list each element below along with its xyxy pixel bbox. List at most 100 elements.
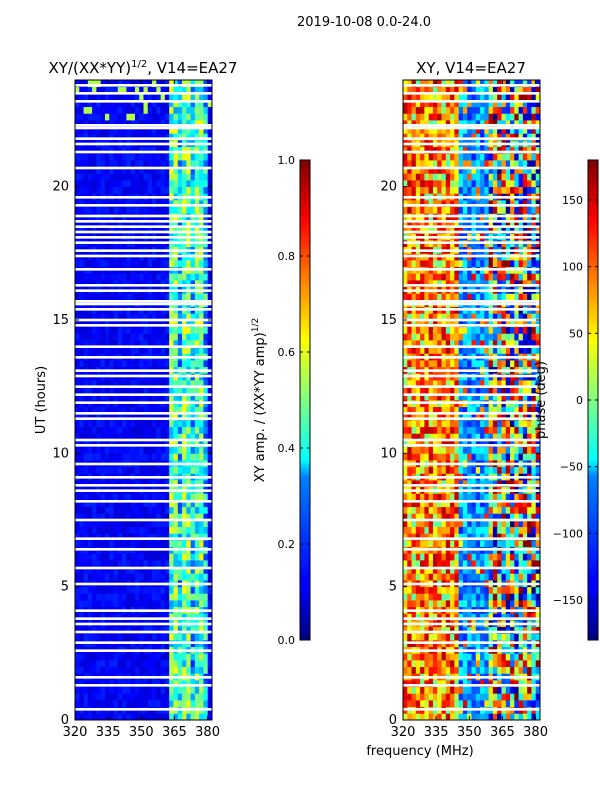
right-heatmap-cell	[415, 600, 421, 608]
right-heatmap-cell	[415, 446, 421, 454]
left-heatmap-cell	[177, 106, 183, 114]
left-heatmap-cell	[207, 533, 212, 541]
right-heatmap-cell	[445, 86, 451, 94]
right-heatmap-cell	[403, 573, 408, 581]
left-heatmap-cell	[134, 566, 140, 574]
left-heatmap-cell	[152, 146, 157, 154]
right-heatmap-cell	[424, 500, 430, 508]
left-heatmap-cell	[156, 320, 162, 328]
right-heatmap-cell	[403, 293, 408, 301]
left-heatmap-cell	[190, 360, 196, 368]
left-heatmap-cell	[190, 380, 196, 388]
left-heatmap-cell	[100, 186, 106, 194]
left-y-tick-label: 0	[61, 713, 69, 728]
left-heatmap-cell	[100, 146, 106, 154]
right-heatmap-cell	[407, 500, 412, 508]
left-heatmap-cell	[122, 206, 127, 214]
right-heatmap-cell	[480, 586, 485, 594]
left-heatmap-cell	[147, 200, 153, 208]
left-heatmap-cell	[104, 440, 110, 448]
right-heatmap-cell	[420, 126, 425, 134]
right-heatmap-cell	[403, 566, 408, 574]
right-heatmap-cell	[428, 626, 434, 634]
right-heatmap-cell	[441, 446, 447, 454]
left-heatmap-cell	[113, 160, 119, 168]
left-heatmap-cell	[83, 586, 89, 594]
left-heatmap-cell	[199, 513, 204, 521]
left-heatmap-cell	[92, 626, 97, 634]
left-heatmap-cell	[92, 186, 97, 194]
right-heatmap-cell	[432, 680, 438, 688]
left-heatmap-cell	[164, 566, 170, 574]
left-heatmap-cell	[190, 100, 196, 108]
left-heatmap-cell	[177, 573, 183, 581]
left-heatmap	[75, 80, 212, 720]
left-heatmap-cell	[104, 686, 110, 694]
left-heatmap-cell	[199, 186, 204, 194]
left-heatmap-cell	[100, 386, 106, 394]
left-heatmap-cell	[75, 633, 80, 641]
left-heatmap-cell	[160, 313, 166, 321]
left-heatmap-cell	[203, 513, 209, 521]
right-heatmap-cell	[480, 666, 485, 674]
left-heatmap-cell	[143, 453, 149, 461]
right-heatmap-cell	[454, 520, 460, 528]
left-heatmap-cell	[104, 166, 110, 174]
right-heatmap-cell	[420, 180, 425, 188]
right-heatmap-cell	[467, 520, 472, 528]
left-heatmap-cell	[152, 260, 157, 268]
left-heatmap-cell	[169, 206, 174, 214]
left-heatmap-cell	[164, 333, 170, 341]
left-heatmap-cell	[147, 433, 153, 441]
right-heatmap-cell	[415, 386, 421, 394]
left-heatmap-cell	[117, 573, 123, 581]
right-heatmap-cell	[415, 393, 421, 401]
left-heatmap-cell	[109, 513, 114, 521]
left-heatmap-cell	[203, 540, 209, 548]
right-heatmap-cell	[432, 380, 438, 388]
left-heatmap-cell	[152, 360, 157, 368]
right-heatmap-cell	[432, 713, 438, 720]
left-heatmap-cell	[130, 520, 136, 528]
right-heatmap-cell	[450, 700, 455, 708]
left-heatmap-cell	[109, 593, 114, 601]
left-heatmap-cell	[186, 380, 191, 388]
left-heatmap-cell	[117, 380, 123, 388]
left-heatmap-cell	[87, 226, 93, 234]
left-heatmap-cell	[182, 273, 187, 281]
right-heatmap-cell	[437, 153, 442, 161]
right-heatmap-cell	[450, 660, 455, 668]
left-heatmap-cell	[130, 80, 136, 88]
right-heatmap-cell	[428, 180, 434, 188]
left-heatmap-cell	[139, 393, 144, 401]
right-heatmap-cell	[450, 386, 455, 394]
left-heatmap-cell	[177, 280, 183, 288]
left-heatmap-cell	[169, 333, 174, 341]
right-heatmap-cell	[441, 346, 447, 354]
right-heatmap-cell	[428, 660, 434, 668]
left-heatmap-cell	[117, 540, 123, 548]
right-heatmap-cell	[471, 280, 477, 288]
right-heatmap-cell	[462, 613, 468, 621]
left-heatmap-cell	[126, 360, 132, 368]
left-heatmap-cell	[83, 220, 89, 228]
left-heatmap-cell	[134, 160, 140, 168]
left-heatmap-cell	[177, 226, 183, 234]
left-flagged-gap	[75, 126, 212, 130]
right-heatmap-cell	[411, 653, 417, 661]
right-heatmap-cell	[475, 146, 481, 154]
left-heatmap-cell	[182, 100, 187, 108]
left-heatmap-cell	[122, 566, 127, 574]
left-heatmap-cell	[177, 426, 183, 434]
left-heatmap-cell	[152, 160, 157, 168]
left-heatmap-cell	[156, 653, 162, 661]
left-heatmap-cell	[156, 113, 162, 121]
right-heatmap-cell	[407, 466, 412, 474]
right-heatmap-cell	[420, 220, 425, 228]
left-heatmap-cell	[194, 453, 200, 461]
left-colorbar-tick-label: 0.4	[278, 442, 296, 455]
left-heatmap-cell	[104, 380, 110, 388]
left-heatmap-cell	[194, 200, 200, 208]
left-heatmap-cell	[104, 320, 110, 328]
left-heatmap-cell	[177, 180, 183, 188]
